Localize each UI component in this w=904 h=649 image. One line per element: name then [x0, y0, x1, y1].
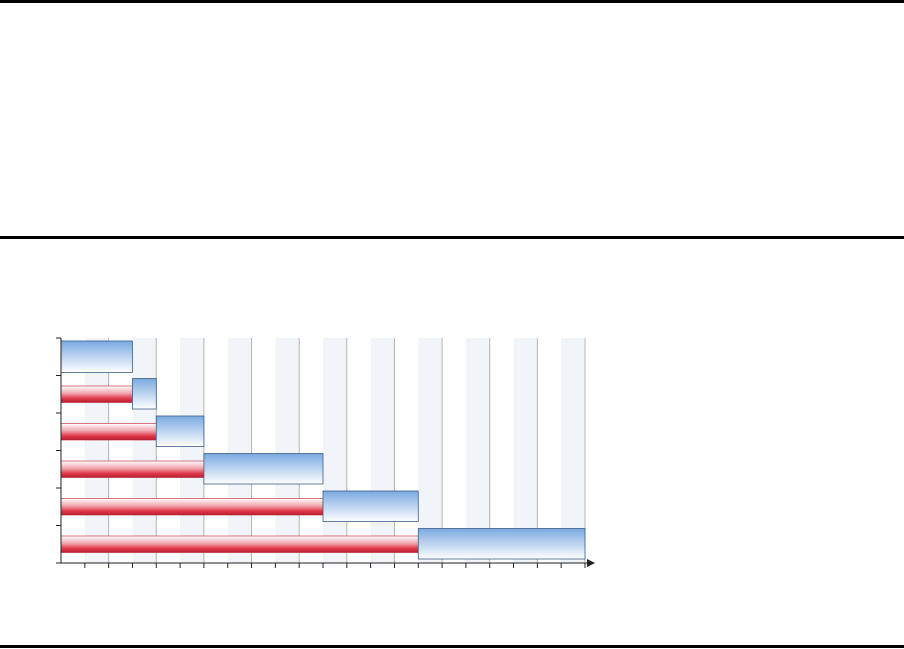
grid-band: [323, 338, 347, 563]
bar-segment-blue: [60, 340, 133, 373]
top-rule: [0, 0, 904, 3]
bar-segment-red: [60, 460, 205, 478]
bar-segment-red: [60, 535, 419, 553]
bars: [60, 340, 586, 560]
grid-band: [465, 338, 490, 563]
grid-band: [561, 338, 585, 563]
grid-band: [275, 338, 300, 563]
bar-segment-blue: [322, 490, 419, 522]
bar-segment-red: [60, 385, 133, 403]
middle-rule: [0, 236, 904, 239]
bar-segment-blue: [132, 378, 157, 410]
grid-band: [180, 338, 204, 563]
grid-band: [418, 338, 443, 563]
bottom-rule: [0, 645, 904, 648]
axes: [56, 337, 595, 568]
grid-band: [370, 338, 395, 563]
bar-segment-red: [60, 423, 157, 441]
bar-segment-blue: [155, 415, 205, 447]
bar-segment-blue: [203, 453, 324, 485]
grid-band: [227, 338, 252, 563]
grid-band: [513, 338, 538, 563]
bar-segment-red: [60, 498, 324, 516]
grid-lines: [108, 338, 586, 563]
grid-band: [132, 338, 157, 563]
bar-segment-blue: [417, 528, 586, 560]
